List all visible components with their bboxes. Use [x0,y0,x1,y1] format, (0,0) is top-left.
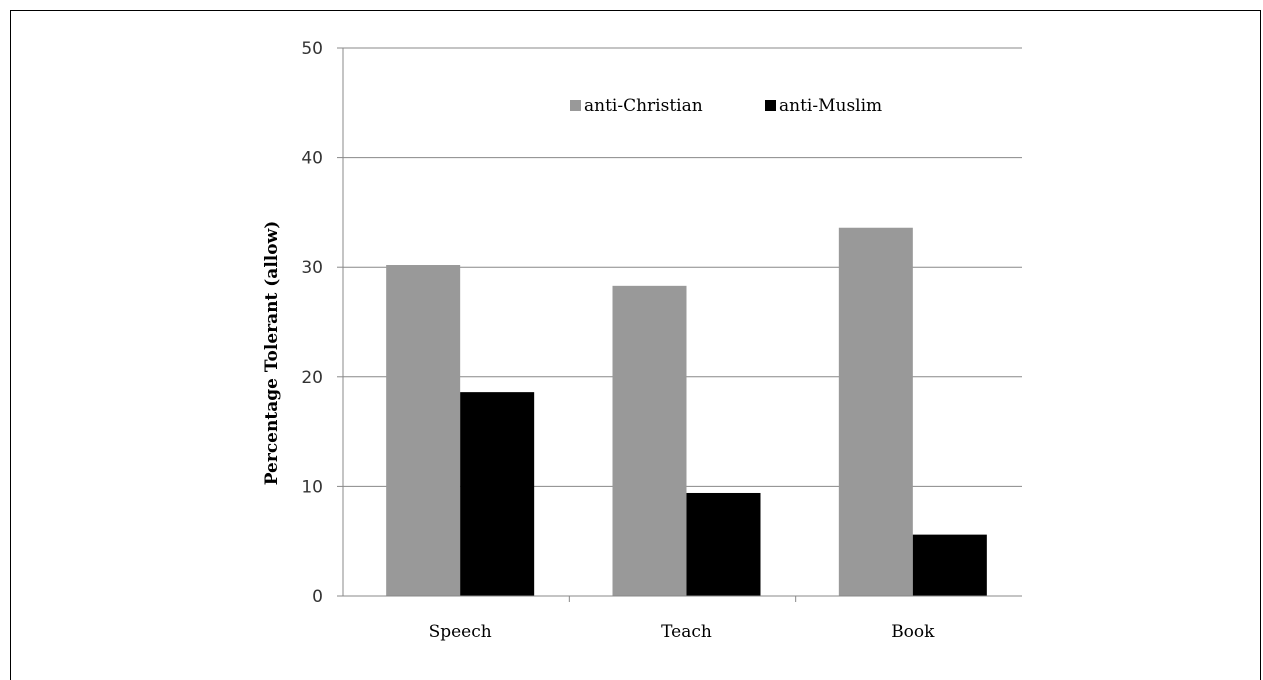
bar-anti-christian-teach [612,285,687,596]
bar-chart: 0 10 20 30 40 50 Speech Teach Book anti-Christi… [262,39,1022,642]
axes [337,47,1022,602]
legend: anti-Christian anti-Muslim [570,96,882,116]
y-tick-label: 10 [301,477,323,497]
chart-frame [10,10,1261,680]
legend-swatch-anti-christian [570,100,581,111]
y-tick-labels: 0 10 20 30 40 50 [301,39,323,607]
bar-anti-muslim-speech [460,392,535,596]
bars [386,227,987,596]
legend-label: anti-Christian [584,96,703,116]
y-axis-title: Percentage Tolerant (allow) [262,221,282,486]
legend-label: anti-Muslim [779,96,882,116]
x-category-label: Teach [661,622,712,642]
y-tick-label: 30 [301,258,323,278]
x-category-labels: Speech Teach Book [429,622,936,642]
bar-anti-muslim-teach [686,492,761,596]
x-category-label: Book [891,622,935,642]
y-tick-label: 40 [301,149,323,169]
bar-anti-christian-speech [386,265,461,596]
bar-anti-christian-book [838,227,913,596]
y-tick-label: 50 [301,39,323,59]
legend-swatch-anti-muslim [765,100,776,111]
x-category-label: Speech [429,622,492,642]
y-tick-label: 20 [301,368,323,388]
bar-anti-muslim-book [912,534,987,596]
y-tick-label: 0 [312,587,323,607]
